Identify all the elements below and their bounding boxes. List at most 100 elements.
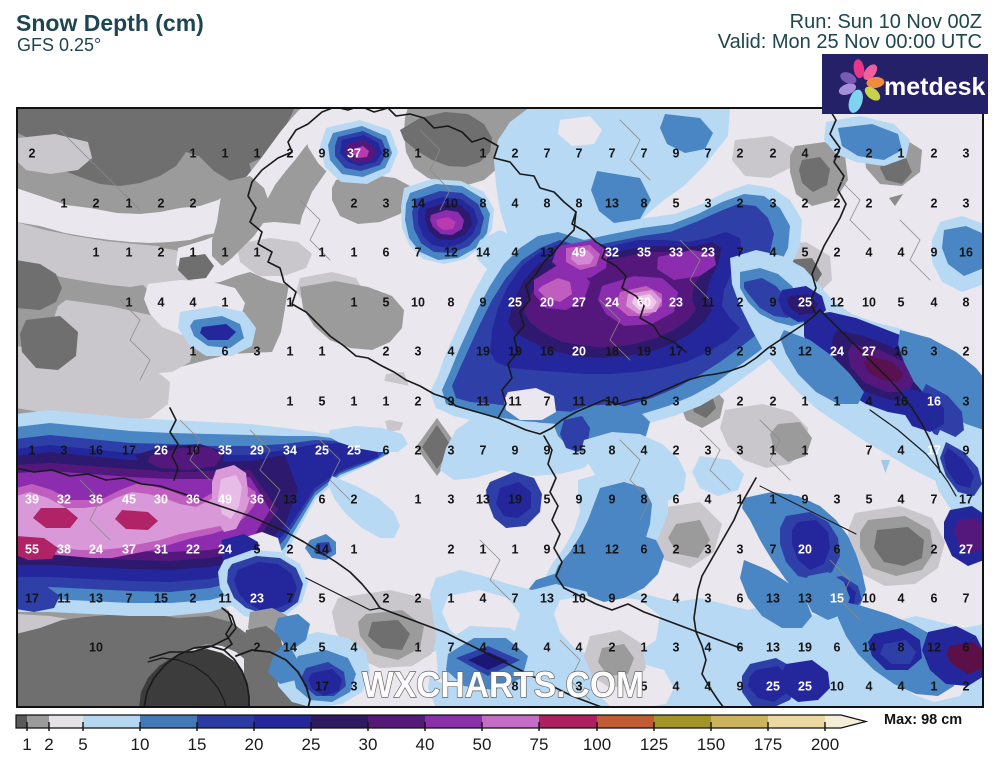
svg-text:1: 1: [931, 680, 938, 694]
svg-text:75: 75: [530, 735, 549, 754]
svg-text:35: 35: [637, 246, 651, 260]
svg-text:15: 15: [154, 592, 168, 606]
svg-text:7: 7: [737, 246, 744, 260]
svg-text:4: 4: [480, 641, 487, 655]
svg-text:3: 3: [931, 345, 938, 359]
svg-text:14: 14: [283, 641, 297, 655]
svg-text:35: 35: [218, 444, 232, 458]
svg-text:26: 26: [154, 444, 168, 458]
svg-text:5: 5: [866, 493, 873, 507]
svg-text:4: 4: [866, 395, 873, 409]
svg-text:1: 1: [190, 246, 197, 260]
svg-text:4: 4: [898, 592, 905, 606]
svg-text:1: 1: [190, 345, 197, 359]
svg-text:13: 13: [476, 493, 490, 507]
svg-text:3: 3: [351, 680, 358, 694]
svg-text:12: 12: [798, 345, 812, 359]
svg-text:2: 2: [190, 197, 197, 211]
svg-text:2: 2: [287, 543, 294, 557]
svg-text:8: 8: [898, 641, 905, 655]
svg-text:37: 37: [347, 147, 361, 161]
svg-text:15: 15: [572, 444, 586, 458]
svg-text:3: 3: [705, 592, 712, 606]
svg-text:10: 10: [131, 735, 150, 754]
svg-text:18: 18: [605, 345, 619, 359]
svg-text:4: 4: [448, 345, 455, 359]
svg-text:7: 7: [641, 147, 648, 161]
svg-text:17: 17: [122, 444, 136, 458]
svg-text:9: 9: [963, 444, 970, 458]
svg-text:2: 2: [448, 543, 455, 557]
svg-text:24: 24: [605, 296, 619, 310]
svg-text:6: 6: [963, 641, 970, 655]
svg-text:6: 6: [931, 592, 938, 606]
svg-text:20: 20: [798, 543, 812, 557]
svg-text:metdesk: metdesk: [884, 73, 986, 101]
svg-text:1: 1: [383, 395, 390, 409]
svg-text:4: 4: [641, 444, 648, 458]
svg-text:7: 7: [576, 147, 583, 161]
svg-text:6: 6: [834, 641, 841, 655]
svg-text:1: 1: [254, 147, 261, 161]
svg-text:9: 9: [705, 345, 712, 359]
svg-text:2: 2: [287, 147, 294, 161]
svg-text:4: 4: [576, 641, 583, 655]
svg-text:2: 2: [254, 641, 261, 655]
svg-text:3: 3: [705, 444, 712, 458]
svg-text:5: 5: [544, 493, 551, 507]
svg-text:1: 1: [448, 592, 455, 606]
svg-text:9: 9: [770, 296, 777, 310]
svg-text:5: 5: [673, 197, 680, 211]
svg-text:11: 11: [701, 296, 714, 310]
svg-text:4: 4: [158, 296, 165, 310]
svg-text:2: 2: [383, 345, 390, 359]
svg-text:8: 8: [448, 296, 455, 310]
svg-text:1: 1: [93, 246, 100, 260]
svg-text:9: 9: [802, 493, 809, 507]
svg-text:175: 175: [754, 735, 782, 754]
svg-text:11: 11: [572, 395, 585, 409]
svg-text:6: 6: [737, 641, 744, 655]
svg-text:10: 10: [444, 197, 458, 211]
svg-text:3: 3: [963, 395, 970, 409]
svg-text:7: 7: [415, 246, 422, 260]
svg-text:23: 23: [250, 592, 264, 606]
svg-text:4: 4: [512, 197, 519, 211]
svg-text:200: 200: [811, 735, 839, 754]
svg-text:2: 2: [351, 493, 358, 507]
svg-text:6: 6: [641, 543, 648, 557]
svg-text:1: 1: [254, 246, 261, 260]
svg-text:13: 13: [766, 592, 780, 606]
svg-text:24: 24: [218, 543, 232, 557]
svg-text:36: 36: [89, 493, 103, 507]
svg-text:2: 2: [931, 197, 938, 211]
svg-text:8: 8: [609, 444, 616, 458]
svg-text:4: 4: [802, 147, 809, 161]
svg-text:20: 20: [540, 296, 554, 310]
svg-text:2: 2: [415, 444, 422, 458]
svg-text:9: 9: [319, 147, 326, 161]
svg-text:10: 10: [572, 592, 586, 606]
svg-text:17: 17: [315, 680, 329, 694]
svg-text:13: 13: [766, 641, 780, 655]
svg-text:13: 13: [283, 493, 297, 507]
svg-text:1: 1: [22, 735, 31, 754]
svg-text:8: 8: [963, 296, 970, 310]
svg-text:1: 1: [222, 246, 229, 260]
svg-text:7: 7: [448, 641, 455, 655]
svg-text:11: 11: [508, 395, 521, 409]
svg-text:37: 37: [122, 543, 136, 557]
svg-text:49: 49: [218, 493, 232, 507]
svg-text:10: 10: [605, 395, 619, 409]
svg-text:32: 32: [605, 246, 619, 260]
svg-text:10: 10: [411, 296, 425, 310]
svg-text:14: 14: [476, 246, 490, 260]
svg-text:3: 3: [705, 543, 712, 557]
svg-text:12: 12: [927, 641, 941, 655]
svg-text:2: 2: [44, 735, 53, 754]
svg-text:49: 49: [572, 246, 586, 260]
svg-text:5: 5: [898, 296, 905, 310]
svg-text:16: 16: [894, 345, 908, 359]
svg-text:31: 31: [154, 543, 168, 557]
svg-text:27: 27: [959, 543, 973, 557]
